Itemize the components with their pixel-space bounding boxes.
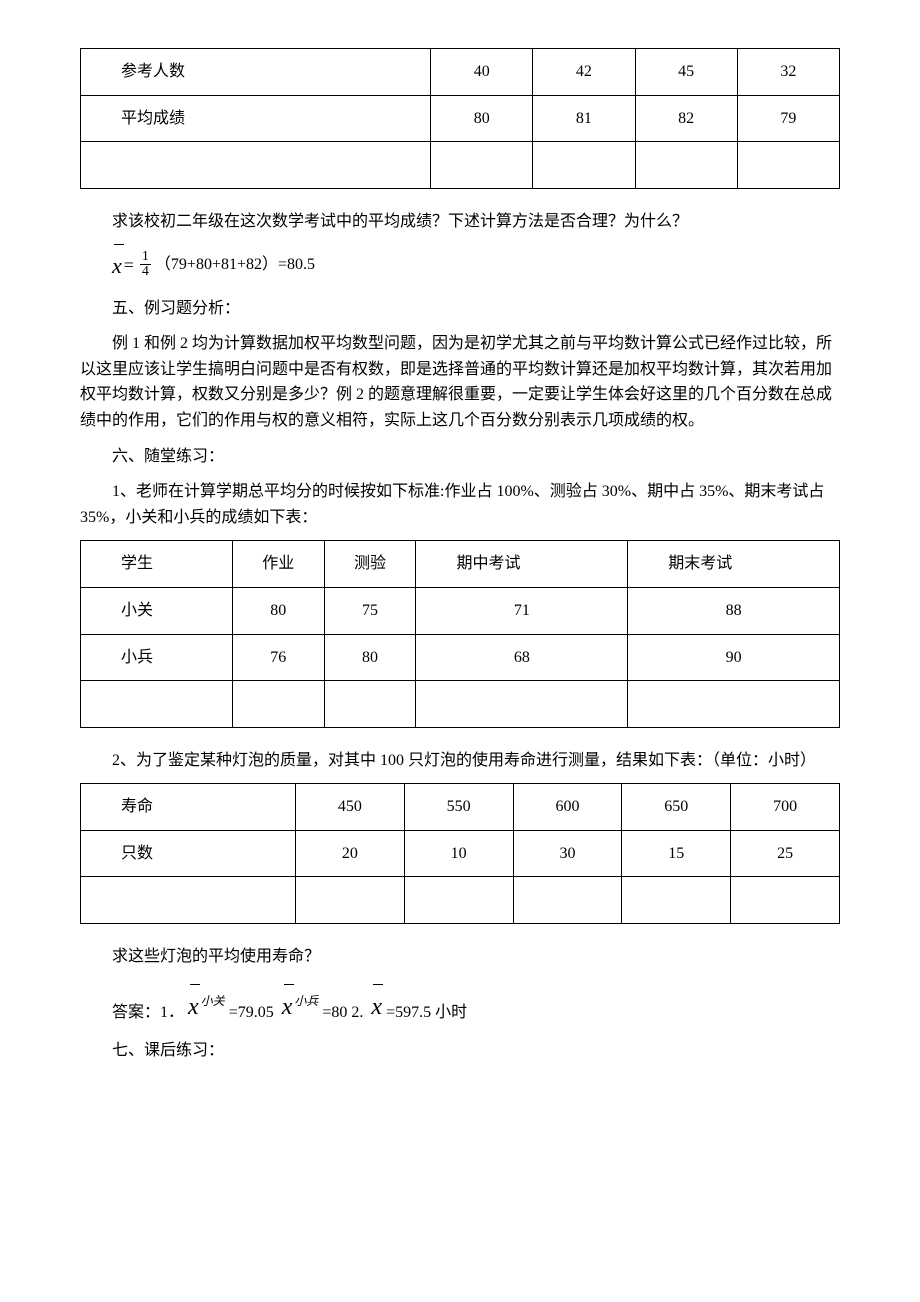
table-row: 小关 80 75 71 88 xyxy=(81,587,840,634)
cell: 79 xyxy=(737,95,839,142)
table-row: 平均成绩 80 81 82 79 xyxy=(81,95,840,142)
header-cell: 550 xyxy=(404,784,513,831)
x-bar-xiaoguan: x小关 xyxy=(188,986,225,1026)
section-6-q1: 1、老师在计算学期总平均分的时候按如下标准:作业占 100%、测验占 30%、期… xyxy=(80,479,840,530)
cell: 76 xyxy=(232,634,324,681)
cell: 80 xyxy=(431,95,533,142)
numerator: 1 xyxy=(140,250,151,265)
header-cell: 学生 xyxy=(81,541,233,588)
table-row: 只数 20 10 30 15 25 xyxy=(81,830,840,877)
cell: 30 xyxy=(513,830,622,877)
cell: 小兵 xyxy=(81,634,233,681)
section-5-title: 五、例习题分析： xyxy=(80,296,840,322)
cell: 15 xyxy=(622,830,731,877)
table-row: 小兵 76 80 68 90 xyxy=(81,634,840,681)
row-label: 平均成绩 xyxy=(81,95,431,142)
answer-val-1: =79.05 xyxy=(229,1000,274,1026)
table-row-empty xyxy=(81,877,840,924)
row-label: 参考人数 xyxy=(81,49,431,96)
sup-xiaoguan: 小关 xyxy=(201,994,225,1008)
header-cell: 寿命 xyxy=(81,784,296,831)
table-row-empty xyxy=(81,681,840,728)
section-7-title: 七、课后练习： xyxy=(80,1038,840,1064)
formula-average: x = 1 4 （79+80+81+82）=80.5 xyxy=(112,246,840,283)
question-text: 求该校初二年级在这次数学考试中的平均成绩？下述计算方法是否合理？为什么？ xyxy=(80,209,840,235)
answer-prefix: 答案：1． xyxy=(112,1000,184,1026)
header-cell: 测验 xyxy=(324,541,416,588)
x-bar-symbol: x xyxy=(112,246,122,283)
denominator: 4 xyxy=(140,265,151,279)
header-cell: 650 xyxy=(622,784,731,831)
section-5-body: 例 1 和例 2 均为计算数据加权平均数型问题，因为是初学尤其之前与平均数计算公… xyxy=(80,331,840,433)
cell: 20 xyxy=(295,830,404,877)
cell: 68 xyxy=(416,634,628,681)
section-6-q3: 求这些灯泡的平均使用寿命？ xyxy=(80,944,840,970)
table-header-row: 学生 作业 测验 期中考试 期末考试 xyxy=(81,541,840,588)
answer-val-2: =80 2. xyxy=(322,1000,363,1026)
table-bulb-life: 寿命 450 550 600 650 700 只数 20 10 30 15 25 xyxy=(80,783,840,924)
cell: 40 xyxy=(431,49,533,96)
cell: 45 xyxy=(635,49,737,96)
cell: 只数 xyxy=(81,830,296,877)
header-cell: 期中考试 xyxy=(416,541,628,588)
header-cell: 450 xyxy=(295,784,404,831)
table-student-scores: 学生 作业 测验 期中考试 期末考试 小关 80 75 71 88 小兵 76 … xyxy=(80,540,840,727)
table-header-row: 寿命 450 550 600 650 700 xyxy=(81,784,840,831)
cell: 71 xyxy=(416,587,628,634)
answer-val-3: =597.5 小时 xyxy=(386,1000,467,1026)
cell: 80 xyxy=(232,587,324,634)
x-bar-xiaobing: x小兵 xyxy=(282,986,319,1026)
cell: 10 xyxy=(404,830,513,877)
cell: 81 xyxy=(533,95,635,142)
answer-line: 答案：1． x小关 =79.05 x小兵 =80 2. x =597.5 小时 xyxy=(112,986,840,1026)
header-cell: 期末考试 xyxy=(628,541,840,588)
cell: 88 xyxy=(628,587,840,634)
table-row-empty xyxy=(81,142,840,189)
header-cell: 600 xyxy=(513,784,622,831)
cell: 75 xyxy=(324,587,416,634)
x-bar-plain: x xyxy=(371,986,382,1026)
cell: 25 xyxy=(731,830,840,877)
table-class-scores: 参考人数 40 42 45 32 平均成绩 80 81 82 79 xyxy=(80,48,840,189)
cell: 90 xyxy=(628,634,840,681)
cell: 42 xyxy=(533,49,635,96)
header-cell: 700 xyxy=(731,784,840,831)
cell: 32 xyxy=(737,49,839,96)
fraction: 1 4 xyxy=(140,250,151,279)
cell: 80 xyxy=(324,634,416,681)
equals: = xyxy=(124,251,134,280)
cell: 82 xyxy=(635,95,737,142)
section-6-title: 六、随堂练习： xyxy=(80,444,840,470)
table-row: 参考人数 40 42 45 32 xyxy=(81,49,840,96)
header-cell: 作业 xyxy=(232,541,324,588)
cell: 小关 xyxy=(81,587,233,634)
section-6-q2: 2、为了鉴定某种灯泡的质量，对其中 100 只灯泡的使用寿命进行测量，结果如下表… xyxy=(80,748,840,774)
formula-terms: （79+80+81+82）=80.5 xyxy=(155,252,315,278)
sup-xiaobing: 小兵 xyxy=(294,994,318,1008)
